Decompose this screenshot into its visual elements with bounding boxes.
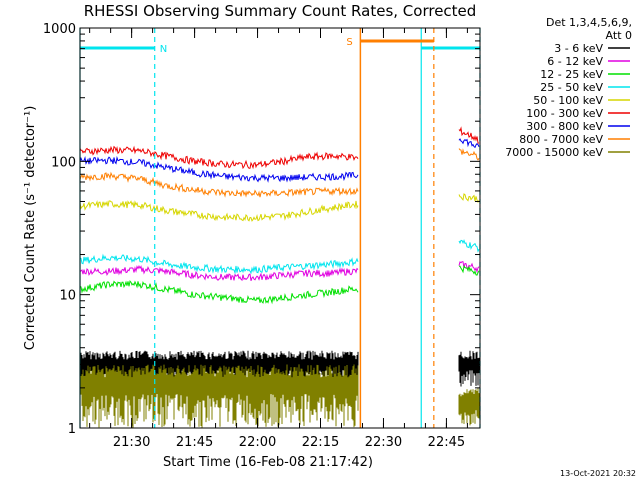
y-tick-label: 1000 xyxy=(43,22,76,37)
axes: 1 10 100 1000 21:30 21:45 22:00 22:15 22:30 22:45 xyxy=(43,22,481,450)
series-2 xyxy=(80,261,480,282)
legend-header-line-1: Det 1,3,4,5,6,9, xyxy=(546,16,632,29)
series-7 xyxy=(80,138,480,183)
series-5-segment-1 xyxy=(80,200,359,222)
y-axis-label: Corrected Count Rate (s⁻¹ detector⁻¹) xyxy=(23,106,38,351)
legend-label-7: 300 - 800 keV xyxy=(526,120,603,133)
x-tick-label: 22:45 xyxy=(428,435,465,450)
series-9-segment-2 xyxy=(458,387,480,426)
series-4 xyxy=(80,239,480,275)
x-tick-label: 21:45 xyxy=(176,435,213,450)
series-5-segment-2 xyxy=(458,193,480,204)
series-8-segment-1 xyxy=(80,171,359,198)
footer-date: 13-Oct-2021 20:32 xyxy=(560,469,636,478)
x-axis-label: Start Time (16-Feb-08 21:17:42) xyxy=(163,455,373,470)
y-tick-label: 1 xyxy=(68,422,76,437)
legend-label-3: 12 - 25 keV xyxy=(540,68,603,81)
legend-label-9: 7000 - 15000 keV xyxy=(505,146,603,159)
legend-label-1: 3 - 6 keV xyxy=(554,42,603,55)
series-6-segment-2 xyxy=(458,126,480,144)
series-6 xyxy=(80,126,480,170)
saa-label: S xyxy=(346,37,352,48)
legend-label-8: 800 - 7000 keV xyxy=(519,133,603,146)
x-tick-label: 21:30 xyxy=(113,435,150,450)
series-4-segment-1 xyxy=(80,253,359,275)
series-7-segment-1 xyxy=(80,155,359,183)
x-tick-label: 22:30 xyxy=(365,435,402,450)
series-2-segment-2 xyxy=(458,261,480,274)
series-9 xyxy=(80,364,480,428)
y-tick-label: 10 xyxy=(59,289,76,304)
legend-label-6: 100 - 300 keV xyxy=(526,107,603,120)
plot-frame xyxy=(79,27,481,429)
x-tick-label: 22:15 xyxy=(302,435,339,450)
legend-header-line-2: Att 0 xyxy=(606,29,632,42)
series-4-segment-2 xyxy=(458,239,480,253)
series-8 xyxy=(80,148,480,198)
legend-label-4: 25 - 50 keV xyxy=(540,81,603,94)
chart-title: RHESSI Observing Summary Count Rates, Co… xyxy=(84,2,477,20)
series-3-segment-2 xyxy=(458,265,480,276)
legend-label-5: 50 - 100 keV xyxy=(533,94,603,107)
plot-clip-group xyxy=(80,126,480,428)
series-3 xyxy=(80,265,480,305)
series-5 xyxy=(80,193,480,222)
series-6-segment-1 xyxy=(80,145,359,170)
series-7-segment-2 xyxy=(458,138,480,149)
series-1-segment-2 xyxy=(458,350,480,387)
series-8-segment-2 xyxy=(458,148,480,161)
y-tick-label: 100 xyxy=(51,155,76,170)
night-label: N xyxy=(160,44,167,55)
series-9-segment-1 xyxy=(80,364,359,428)
legend-label-2: 6 - 12 keV xyxy=(547,55,603,68)
series-3-segment-1 xyxy=(80,280,359,305)
x-tick-label: 22:00 xyxy=(239,435,276,450)
series-2-segment-1 xyxy=(80,265,359,282)
